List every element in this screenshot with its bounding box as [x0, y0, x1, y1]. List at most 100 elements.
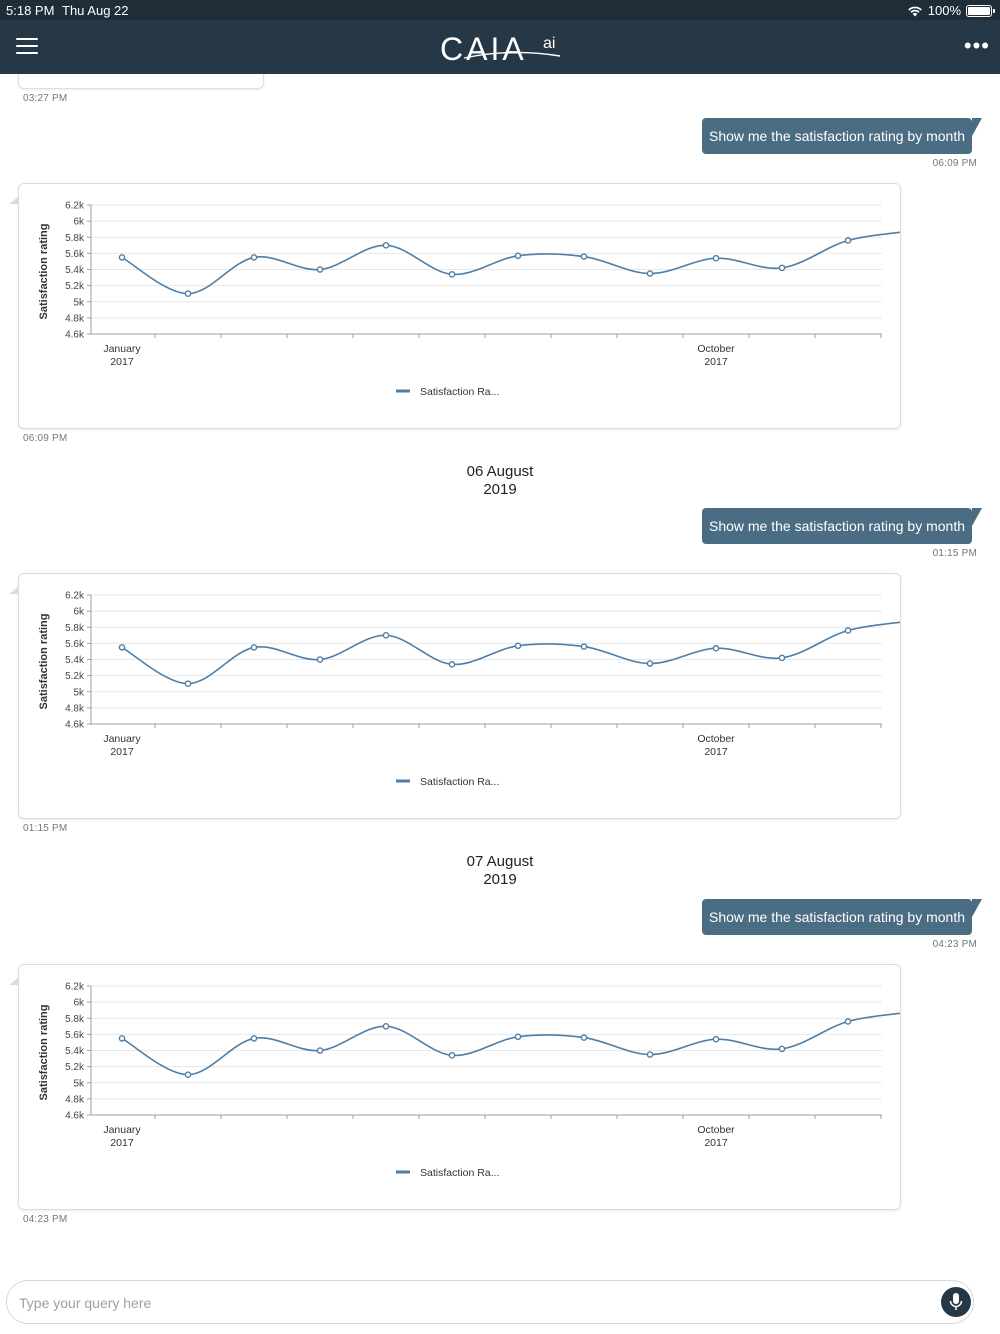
data-point[interactable]: [712, 254, 720, 262]
x-tick-label: January: [103, 733, 141, 745]
y-axis-label: Satisfaction rating: [38, 1005, 50, 1101]
data-point[interactable]: [712, 644, 720, 652]
date-separator-day: 06 August: [466, 463, 534, 480]
user-query-bubble[interactable]: Show me the satisfaction rating by month: [702, 118, 982, 154]
y-tick-label: 5.4k: [65, 265, 85, 276]
data-point[interactable]: [778, 654, 786, 662]
legend-label[interactable]: Satisfaction Ra...: [420, 386, 499, 398]
y-tick-label: 5.8k: [65, 233, 85, 244]
caia-logo: CAIA ai: [440, 31, 561, 67]
y-tick-label: 5.2k: [65, 671, 85, 682]
response-timestamp: 06:09 PM: [23, 433, 68, 444]
data-point[interactable]: [448, 271, 456, 278]
data-point[interactable]: [646, 270, 654, 277]
data-point[interactable]: [448, 661, 456, 668]
y-tick-label: 5.8k: [65, 623, 85, 634]
microphone-button[interactable]: [941, 1287, 971, 1317]
y-tick-label: 4.6k: [65, 720, 85, 731]
chart-response-card: 4.6k 4.8k 5k 5.2k 5.4k 5.6k 5.8k 6k 6.2k Satisfac…: [9, 964, 901, 1210]
data-point[interactable]: [118, 644, 126, 651]
y-tick-label: 5.2k: [65, 281, 85, 292]
date-separator-year: 2019: [483, 481, 517, 498]
date-separator-day: 07 August: [466, 853, 534, 870]
status-time: 5:18 PM: [6, 3, 55, 18]
chart-response-card: 4.6k 4.8k 5k 5.2k 5.4k 5.6k 5.8k 6k 6.2k Satisfac…: [9, 573, 901, 819]
legend-label[interactable]: Satisfaction Ra...: [420, 776, 499, 788]
data-point[interactable]: [844, 237, 852, 244]
data-point[interactable]: [382, 1023, 390, 1030]
data-point[interactable]: [382, 632, 390, 639]
data-point[interactable]: [316, 1047, 324, 1054]
data-point[interactable]: [118, 254, 126, 261]
x-tick-label-year: 2017: [110, 1137, 134, 1149]
date-separator: 07 August 2019: [0, 853, 1000, 889]
previous-response-bubble: [18, 74, 264, 89]
data-point[interactable]: [580, 643, 588, 650]
x-tick-label: January: [103, 1124, 141, 1136]
more-options-icon[interactable]: •••: [963, 33, 990, 58]
user-query-bubble[interactable]: Show me the satisfaction rating by month: [702, 899, 982, 935]
y-tick-label: 5k: [73, 1078, 85, 1089]
data-point[interactable]: [514, 1033, 522, 1041]
data-point[interactable]: [514, 252, 522, 260]
series-line: [121, 621, 900, 685]
hamburger-menu-icon[interactable]: [16, 38, 38, 54]
query-input[interactable]: [17, 1289, 921, 1317]
satisfaction-line-chart: 4.6k 4.8k 5k 5.2k 5.4k 5.6k 5.8k 6k 6.2k Satisfac…: [38, 591, 900, 788]
logo-sup: ai: [543, 35, 555, 52]
series-line: [121, 1012, 900, 1076]
data-point[interactable]: [316, 266, 324, 273]
y-tick-label: 6k: [73, 998, 85, 1009]
date-separator: 06 August 2019: [0, 463, 1000, 499]
data-point[interactable]: [448, 1052, 456, 1059]
battery-percent: 100%: [927, 3, 961, 18]
x-tick-label: October: [697, 1124, 735, 1136]
data-point[interactable]: [184, 680, 192, 687]
data-point[interactable]: [184, 290, 192, 297]
y-tick-label: 5k: [73, 297, 85, 308]
data-point[interactable]: [646, 1051, 654, 1058]
y-tick-label: 5k: [73, 687, 85, 698]
data-point[interactable]: [646, 660, 654, 667]
y-tick-label: 6.2k: [65, 591, 85, 602]
data-point[interactable]: [316, 656, 324, 663]
legend-label[interactable]: Satisfaction Ra...: [420, 1167, 499, 1179]
x-tick-label-year: 2017: [704, 1137, 728, 1149]
data-point[interactable]: [118, 1035, 126, 1042]
data-point[interactable]: [250, 1035, 258, 1042]
y-tick-label: 5.6k: [65, 639, 85, 650]
y-tick-label: 5.6k: [65, 249, 85, 260]
chat-area[interactable]: 03:27 PM Show me the satisfaction rating…: [0, 74, 1000, 1274]
data-point[interactable]: [184, 1071, 192, 1078]
app-header: CAIA ai •••: [0, 20, 1000, 74]
y-tick-label: 4.6k: [65, 1111, 85, 1122]
series-line: [121, 231, 900, 295]
data-point[interactable]: [580, 253, 588, 260]
x-tick-label: October: [697, 733, 735, 745]
data-point[interactable]: [514, 642, 522, 650]
data-point[interactable]: [250, 644, 258, 651]
y-tick-label: 6k: [73, 217, 85, 228]
response-timestamp: 01:15 PM: [23, 823, 68, 834]
message-timestamp: 03:27 PM: [23, 93, 68, 104]
x-tick-label: January: [103, 343, 141, 355]
data-point[interactable]: [778, 264, 786, 272]
y-tick-label: 5.4k: [65, 655, 85, 666]
x-tick-label: October: [697, 343, 735, 355]
query-input-bar: [6, 1280, 974, 1324]
query-timestamp: 04:23 PM: [932, 939, 977, 950]
y-tick-label: 5.4k: [65, 1046, 85, 1057]
data-point[interactable]: [250, 254, 258, 261]
data-point[interactable]: [382, 242, 390, 249]
data-point[interactable]: [580, 1034, 588, 1041]
data-point[interactable]: [712, 1035, 720, 1043]
data-point[interactable]: [778, 1045, 786, 1053]
data-point[interactable]: [844, 627, 852, 634]
x-tick-label-year: 2017: [110, 746, 134, 758]
user-query-bubble[interactable]: Show me the satisfaction rating by month: [702, 508, 982, 544]
wifi-icon: [907, 6, 922, 16]
data-point[interactable]: [844, 1018, 852, 1025]
query-timestamp: 01:15 PM: [932, 548, 977, 559]
y-axis-label: Satisfaction rating: [38, 224, 50, 320]
y-tick-label: 4.8k: [65, 703, 85, 714]
